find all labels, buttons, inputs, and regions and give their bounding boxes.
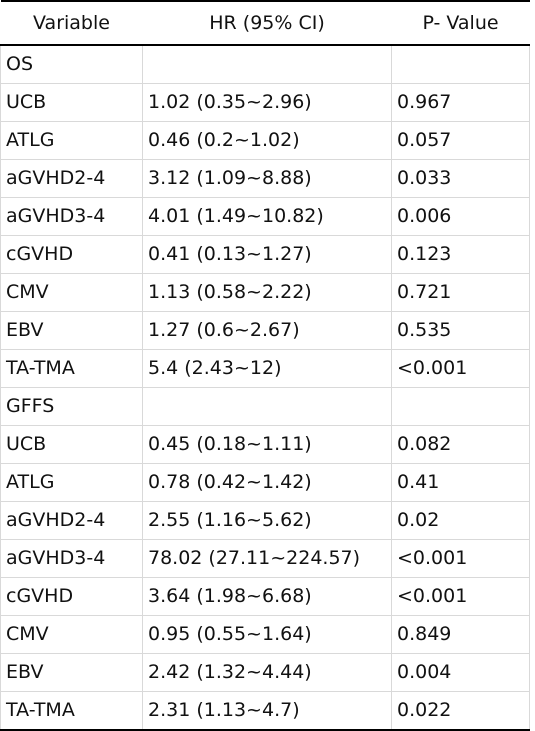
cell-p-value: 0.535 bbox=[391, 311, 530, 350]
cell-p-value: <0.001 bbox=[391, 539, 530, 578]
cell-variable: cGVHD bbox=[0, 577, 143, 616]
cell-hr-ci: 0.78 (0.42~1.42) bbox=[142, 463, 392, 502]
cell-p-value: 0.41 bbox=[391, 463, 530, 502]
table-row: aGVHD2-4 3.12 (1.09~8.88) 0.033 bbox=[0, 159, 530, 198]
cell-hr-ci: 2.31 (1.13~4.7) bbox=[142, 691, 392, 731]
table-row: aGVHD2-4 2.55 (1.16~5.62) 0.02 bbox=[0, 501, 530, 540]
cell-p-value: 0.967 bbox=[391, 83, 530, 122]
cell-variable: aGVHD3-4 bbox=[0, 197, 143, 236]
header-row: Variable HR (95% CI) P- Value bbox=[0, 0, 530, 46]
cell-hr-ci: 3.12 (1.09~8.88) bbox=[142, 159, 392, 198]
cell-variable: ATLG bbox=[0, 121, 143, 160]
cell-p-value: 0.033 bbox=[391, 159, 530, 198]
cell-hr-ci: 1.27 (0.6~2.67) bbox=[142, 311, 392, 350]
cell-variable: EBV bbox=[0, 653, 143, 692]
header-p-value: P- Value bbox=[391, 0, 530, 46]
cell-hr-ci: 2.55 (1.16~5.62) bbox=[142, 501, 392, 540]
cell-hr-ci: 4.01 (1.49~10.82) bbox=[142, 197, 392, 236]
cell-p-value: 0.004 bbox=[391, 653, 530, 692]
cell-hr-ci: 5.4 (2.43~12) bbox=[142, 349, 392, 388]
cell-variable: cGVHD bbox=[0, 235, 143, 274]
cell-p-value: 0.849 bbox=[391, 615, 530, 654]
cell-hr-ci: 1.13 (0.58~2.22) bbox=[142, 273, 392, 312]
header-hr-ci: HR (95% CI) bbox=[142, 0, 392, 46]
cell-variable: CMV bbox=[0, 615, 143, 654]
cell-variable: TA-TMA bbox=[0, 349, 143, 388]
cell-variable: TA-TMA bbox=[0, 691, 143, 731]
cell-variable: GFFS bbox=[0, 387, 143, 426]
cell-variable: aGVHD2-4 bbox=[0, 501, 143, 540]
cell-variable: aGVHD3-4 bbox=[0, 539, 143, 578]
cell-p-value: 0.057 bbox=[391, 121, 530, 160]
cell-hr-ci: 0.95 (0.55~1.64) bbox=[142, 615, 392, 654]
table-row: aGVHD3-4 78.02 (27.11~224.57) <0.001 bbox=[0, 539, 530, 578]
cell-p-value: <0.001 bbox=[391, 349, 530, 388]
table-row: OS bbox=[0, 45, 530, 84]
table-row: TA-TMA 2.31 (1.13~4.7) 0.022 bbox=[0, 691, 530, 731]
table-body: OS UCB 1.02 (0.35~2.96) 0.967 ATLG 0.46 (0.2~… bbox=[0, 45, 530, 731]
cell-variable: UCB bbox=[0, 83, 143, 122]
cell-hr-ci: 78.02 (27.11~224.57) bbox=[142, 539, 392, 578]
cell-hr-ci: 2.42 (1.32~4.44) bbox=[142, 653, 392, 692]
table-row: ATLG 0.78 (0.42~1.42) 0.41 bbox=[0, 463, 530, 502]
cell-p-value: 0.022 bbox=[391, 691, 530, 731]
cell-hr-ci: 0.46 (0.2~1.02) bbox=[142, 121, 392, 160]
cell-hr-ci: 0.45 (0.18~1.11) bbox=[142, 425, 392, 464]
cell-p-value: 0.721 bbox=[391, 273, 530, 312]
table-row: EBV 2.42 (1.32~4.44) 0.004 bbox=[0, 653, 530, 692]
cell-p-value bbox=[391, 45, 530, 84]
cell-variable: aGVHD2-4 bbox=[0, 159, 143, 198]
cell-p-value: <0.001 bbox=[391, 577, 530, 616]
cell-variable: CMV bbox=[0, 273, 143, 312]
table-row: ATLG 0.46 (0.2~1.02) 0.057 bbox=[0, 121, 530, 160]
cell-hr-ci bbox=[142, 45, 392, 84]
table-row: GFFS bbox=[0, 387, 530, 426]
cell-hr-ci: 3.64 (1.98~6.68) bbox=[142, 577, 392, 616]
cell-variable: EBV bbox=[0, 311, 143, 350]
cell-variable: ATLG bbox=[0, 463, 143, 502]
table-row: CMV 0.95 (0.55~1.64) 0.849 bbox=[0, 615, 530, 654]
cell-hr-ci: 0.41 (0.13~1.27) bbox=[142, 235, 392, 274]
cell-p-value: 0.006 bbox=[391, 197, 530, 236]
table-row: EBV 1.27 (0.6~2.67) 0.535 bbox=[0, 311, 530, 350]
header-variable: Variable bbox=[0, 0, 143, 46]
cell-p-value: 0.082 bbox=[391, 425, 530, 464]
table-header: Variable HR (95% CI) P- Value bbox=[0, 0, 530, 46]
table-row: cGVHD 3.64 (1.98~6.68) <0.001 bbox=[0, 577, 530, 616]
cell-hr-ci: 1.02 (0.35~2.96) bbox=[142, 83, 392, 122]
cell-variable: UCB bbox=[0, 425, 143, 464]
table-row: TA-TMA 5.4 (2.43~12) <0.001 bbox=[0, 349, 530, 388]
table-row: cGVHD 0.41 (0.13~1.27) 0.123 bbox=[0, 235, 530, 274]
table-row: aGVHD3-4 4.01 (1.49~10.82) 0.006 bbox=[0, 197, 530, 236]
cell-p-value: 0.123 bbox=[391, 235, 530, 274]
cell-variable: OS bbox=[0, 45, 143, 84]
table-row: CMV 1.13 (0.58~2.22) 0.721 bbox=[0, 273, 530, 312]
table-row: UCB 0.45 (0.18~1.11) 0.082 bbox=[0, 425, 530, 464]
cell-p-value: 0.02 bbox=[391, 501, 530, 540]
cell-hr-ci bbox=[142, 387, 392, 426]
cell-p-value bbox=[391, 387, 530, 426]
table-row: UCB 1.02 (0.35~2.96) 0.967 bbox=[0, 83, 530, 122]
